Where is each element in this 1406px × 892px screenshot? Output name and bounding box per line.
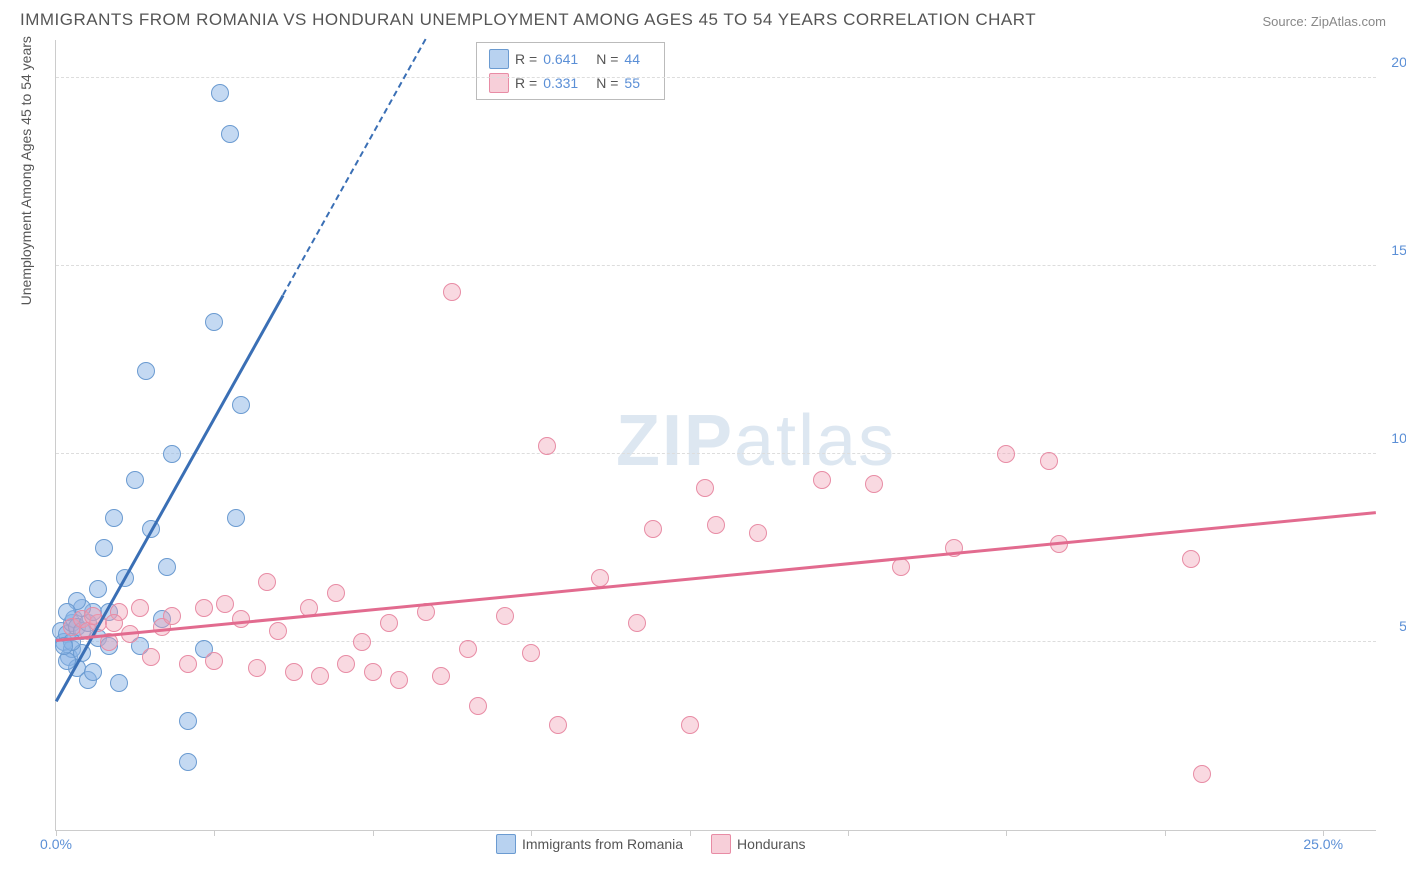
data-point: [696, 479, 714, 497]
y-tick-label: 5.0%: [1381, 618, 1406, 634]
legend-label-pink: Hondurans: [737, 836, 806, 852]
data-point: [105, 614, 123, 632]
data-point: [327, 584, 345, 602]
legend-swatch-blue: [489, 49, 509, 69]
data-point: [337, 655, 355, 673]
data-point: [749, 524, 767, 542]
data-point: [179, 712, 197, 730]
y-tick-label: 20.0%: [1381, 54, 1406, 70]
data-point: [496, 607, 514, 625]
chart-container: IMMIGRANTS FROM ROMANIA VS HONDURAN UNEM…: [0, 0, 1406, 892]
legend-n-value-blue: 44: [624, 51, 640, 67]
data-point: [137, 362, 155, 380]
data-point: [179, 753, 197, 771]
x-tick-mark: [373, 830, 374, 836]
legend-label-blue: Immigrants from Romania: [522, 836, 683, 852]
data-point: [142, 648, 160, 666]
data-point: [469, 697, 487, 715]
data-point: [211, 84, 229, 102]
gridline: [56, 77, 1376, 78]
data-point: [1193, 765, 1211, 783]
data-point: [232, 396, 250, 414]
legend-r-label: R =: [515, 51, 537, 67]
data-point: [205, 313, 223, 331]
data-point: [628, 614, 646, 632]
data-point: [364, 663, 382, 681]
data-point: [522, 644, 540, 662]
legend-item-blue: Immigrants from Romania: [496, 834, 683, 854]
plot-area: ZIPatlas R = 0.641 N = 44 R = 0.331 N = …: [55, 40, 1376, 831]
data-point: [221, 125, 239, 143]
data-point: [353, 633, 371, 651]
y-axis-label: Unemployment Among Ages 45 to 54 years: [18, 36, 34, 305]
data-point: [232, 610, 250, 628]
watermark-light: atlas: [734, 401, 896, 481]
data-point: [269, 622, 287, 640]
data-point: [110, 674, 128, 692]
data-point: [390, 671, 408, 689]
data-point: [865, 475, 883, 493]
data-point: [205, 652, 223, 670]
data-point: [248, 659, 266, 677]
data-point: [285, 663, 303, 681]
data-point: [258, 573, 276, 591]
data-point: [1182, 550, 1200, 568]
data-point: [432, 667, 450, 685]
x-tick-label: 25.0%: [1303, 836, 1343, 852]
correlation-legend: R = 0.641 N = 44 R = 0.331 N = 55: [476, 42, 665, 100]
watermark: ZIPatlas: [616, 400, 896, 482]
x-tick-mark: [214, 830, 215, 836]
y-tick-label: 10.0%: [1381, 430, 1406, 446]
gridline: [56, 453, 1376, 454]
data-point: [892, 558, 910, 576]
chart-title: IMMIGRANTS FROM ROMANIA VS HONDURAN UNEM…: [20, 10, 1036, 30]
legend-r-value-blue: 0.641: [543, 51, 578, 67]
data-point: [163, 445, 181, 463]
data-point: [105, 509, 123, 527]
data-point: [380, 614, 398, 632]
legend-row-blue: R = 0.641 N = 44: [489, 47, 652, 71]
data-point: [216, 595, 234, 613]
data-point: [95, 539, 113, 557]
source-label: Source: ZipAtlas.com: [1262, 14, 1386, 29]
data-point: [538, 437, 556, 455]
data-point: [84, 663, 102, 681]
watermark-bold: ZIP: [616, 401, 734, 481]
data-point: [163, 607, 181, 625]
data-point: [126, 471, 144, 489]
legend-swatch-pink: [711, 834, 731, 854]
x-tick-label: 0.0%: [40, 836, 72, 852]
data-point: [813, 471, 831, 489]
data-point: [707, 516, 725, 534]
data-point: [549, 716, 567, 734]
y-tick-label: 15.0%: [1381, 242, 1406, 258]
data-point: [443, 283, 461, 301]
data-point: [195, 599, 213, 617]
data-point: [227, 509, 245, 527]
x-tick-mark: [531, 830, 532, 836]
data-point: [311, 667, 329, 685]
x-tick-mark: [1006, 830, 1007, 836]
gridline: [56, 641, 1376, 642]
gridline: [56, 265, 1376, 266]
series-legend: Immigrants from Romania Hondurans: [496, 834, 826, 854]
x-tick-mark: [848, 830, 849, 836]
data-point: [131, 599, 149, 617]
legend-item-pink: Hondurans: [711, 834, 806, 854]
legend-swatch-blue: [496, 834, 516, 854]
x-tick-mark: [1165, 830, 1166, 836]
data-point: [997, 445, 1015, 463]
legend-row-pink: R = 0.331 N = 55: [489, 71, 652, 95]
data-point: [158, 558, 176, 576]
data-point: [179, 655, 197, 673]
data-point: [459, 640, 477, 658]
data-point: [681, 716, 699, 734]
data-point: [591, 569, 609, 587]
x-tick-mark: [690, 830, 691, 836]
legend-n-label: N =: [596, 51, 618, 67]
data-point: [1040, 452, 1058, 470]
data-point: [89, 580, 107, 598]
data-point: [644, 520, 662, 538]
